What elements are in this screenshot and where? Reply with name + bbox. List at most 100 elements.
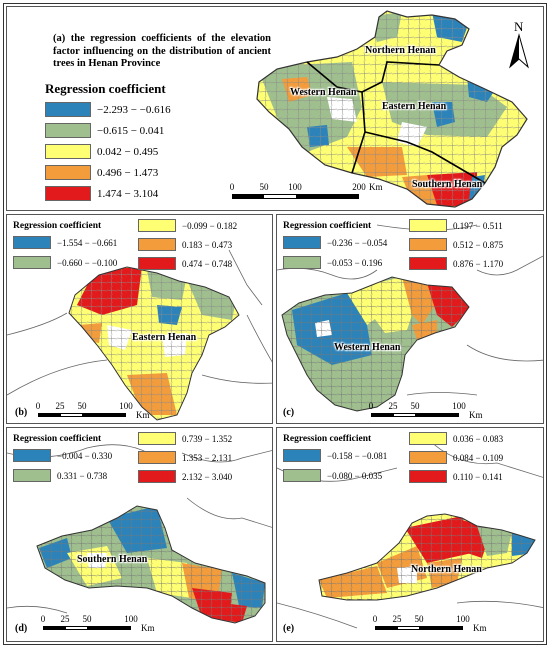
legend-swatch xyxy=(45,186,91,201)
legend-label: −0.004 − 0.330 xyxy=(57,450,113,461)
legend-item: 0.739 − 1.352 xyxy=(138,432,232,445)
legend-swatch xyxy=(13,236,51,249)
scale-bar xyxy=(232,194,359,199)
legend-item: 0.084 − 0.109 xyxy=(409,451,503,464)
legend-item: −0.660 − −0.100 xyxy=(13,256,117,269)
north-arrow-label: N xyxy=(514,19,524,34)
scale-tick: 25 xyxy=(60,614,70,624)
legend-label: 0.036 − 0.083 xyxy=(453,433,504,444)
region-label-western: Western Henan xyxy=(334,342,401,353)
scale-unit: Km xyxy=(469,410,483,420)
scale-tick: 0 xyxy=(35,401,41,411)
legend-swatch xyxy=(45,123,91,138)
scale-tick: 0 xyxy=(40,614,46,624)
legend-item: −0.004 − 0.330 xyxy=(13,449,112,462)
legend-item: −0.080 − 0.035 xyxy=(283,469,382,482)
scale-tick: 25 xyxy=(388,401,398,411)
legend-swatch xyxy=(283,449,321,462)
legend-label: 0.084 − 0.109 xyxy=(453,452,504,463)
panel-b-legend: Regression coefficient −1.554 − −0.661 −… xyxy=(13,219,237,270)
legend-label: 0.197 − 0.511 xyxy=(453,220,503,231)
legend-label: −1.554 − −0.661 xyxy=(57,237,118,248)
legend-item: 0.496 − 1.473 xyxy=(45,165,158,180)
scale-tick: 100 xyxy=(119,401,133,411)
panel-e-map xyxy=(277,437,543,629)
legend-swatch xyxy=(138,238,176,251)
scale-tick: 200 xyxy=(352,182,366,192)
legend-item: 0.474 − 0.748 xyxy=(138,257,232,270)
legend-label: 0.183 − 0.473 xyxy=(182,239,233,250)
scale-tick: 100 xyxy=(124,614,138,624)
legend-label: 0.474 − 0.748 xyxy=(182,258,233,269)
scale-tick: 0 xyxy=(372,614,378,624)
region-label-eastern: Eastern Henan xyxy=(382,101,447,112)
legend-item: 2.132 − 3.040 xyxy=(138,470,232,483)
scale-tick: 0 xyxy=(368,401,374,411)
legend-label: 0.042 − 0.495 xyxy=(97,145,159,158)
legend-swatch xyxy=(138,432,176,445)
legend-title: Regression coefficient xyxy=(13,434,102,444)
legend-label: 0.110 − 0.141 xyxy=(453,471,503,482)
legend-title: Regression coefficient xyxy=(45,81,166,96)
legend-label: −0.236 − −0.054 xyxy=(327,237,388,248)
legend-label: 1.474 − 3.104 xyxy=(97,187,159,200)
legend-item: −1.554 − −0.661 xyxy=(13,236,117,249)
scale-unit: Km xyxy=(473,623,487,633)
scale-tick: 25 xyxy=(392,614,402,624)
legend-swatch xyxy=(409,451,447,464)
caption: (a) the regression coefficients of the e… xyxy=(53,33,271,69)
scale-bar xyxy=(375,626,463,630)
panel-d-legend: Regression coefficient −0.004 − 0.330 0.… xyxy=(13,432,232,483)
legend-item: −2.293 − −0.616 xyxy=(45,102,171,117)
legend-item: 0.876 − 1.170 xyxy=(409,257,503,270)
scale-tick: 50 xyxy=(414,614,424,624)
legend-item: −0.099 − 0.182 xyxy=(138,219,237,232)
legend-swatch xyxy=(45,144,91,159)
legend-swatch xyxy=(13,256,51,269)
legend-item: −0.615 − 0.041 xyxy=(45,123,164,138)
legend-swatch xyxy=(283,236,321,249)
legend-title: Regression coefficient xyxy=(13,221,102,231)
scale-unit: Km xyxy=(369,182,383,192)
panel-d: Regression coefficient −0.004 − 0.330 0.… xyxy=(6,427,273,642)
legend-swatch xyxy=(409,257,447,270)
legend-swatch xyxy=(45,102,91,117)
panel-c-legend: Regression coefficient −0.236 − −0.054 −… xyxy=(283,219,503,270)
legend-swatch xyxy=(45,165,91,180)
panel-letter: (c) xyxy=(283,407,295,418)
legend-label: 0.512 − 0.875 xyxy=(453,239,504,250)
region-label-western: Western Henan xyxy=(290,87,357,98)
panel-c: Regression coefficient −0.236 − −0.054 −… xyxy=(276,214,544,424)
legend-label: −2.293 − −0.616 xyxy=(97,103,171,116)
panel-e-scalebar: 0 25 50 100 Km xyxy=(369,614,509,636)
panel-b: Regression coefficient −1.554 − −0.661 −… xyxy=(6,214,273,424)
legend-label: 0.876 − 1.170 xyxy=(453,258,504,269)
panel-a-legend: Regression coefficient −2.293 − −0.616 −… xyxy=(45,81,171,201)
legend-swatch xyxy=(13,449,51,462)
panel-d-scalebar: 0 25 50 100 Km xyxy=(37,614,177,636)
panel-letter: (b) xyxy=(15,407,28,418)
legend-item: 0.331 − 0.738 xyxy=(13,469,107,482)
legend-label: −0.660 − −0.100 xyxy=(57,257,118,268)
scale-bar xyxy=(43,626,131,630)
legend-item: 0.197 − 0.511 xyxy=(409,219,503,232)
north-arrow-icon xyxy=(509,33,529,69)
legend-label: −0.099 − 0.182 xyxy=(182,220,238,231)
scale-bar xyxy=(371,413,459,417)
region-label-eastern: Eastern Henan xyxy=(132,332,197,343)
scale-tick: 50 xyxy=(410,401,420,411)
legend-item: 1.353 − 2.131 xyxy=(138,451,232,464)
scale-tick: 100 xyxy=(456,614,470,624)
legend-label: 0.331 − 0.738 xyxy=(57,470,108,481)
scale-tick: 50 xyxy=(77,401,87,411)
legend-item: 1.474 − 3.104 xyxy=(45,186,158,201)
scale-tick: 25 xyxy=(55,401,65,411)
scale-unit: Km xyxy=(136,410,150,420)
legend-swatch xyxy=(283,469,321,482)
legend-label: −0.053 − 0.196 xyxy=(327,257,383,268)
figure-frame xyxy=(3,3,547,645)
panel-e: Regression coefficient −0.158 − −0.081 −… xyxy=(276,427,544,642)
legend-swatch xyxy=(409,470,447,483)
scale-unit: Km xyxy=(141,623,155,633)
legend-swatch xyxy=(13,469,51,482)
